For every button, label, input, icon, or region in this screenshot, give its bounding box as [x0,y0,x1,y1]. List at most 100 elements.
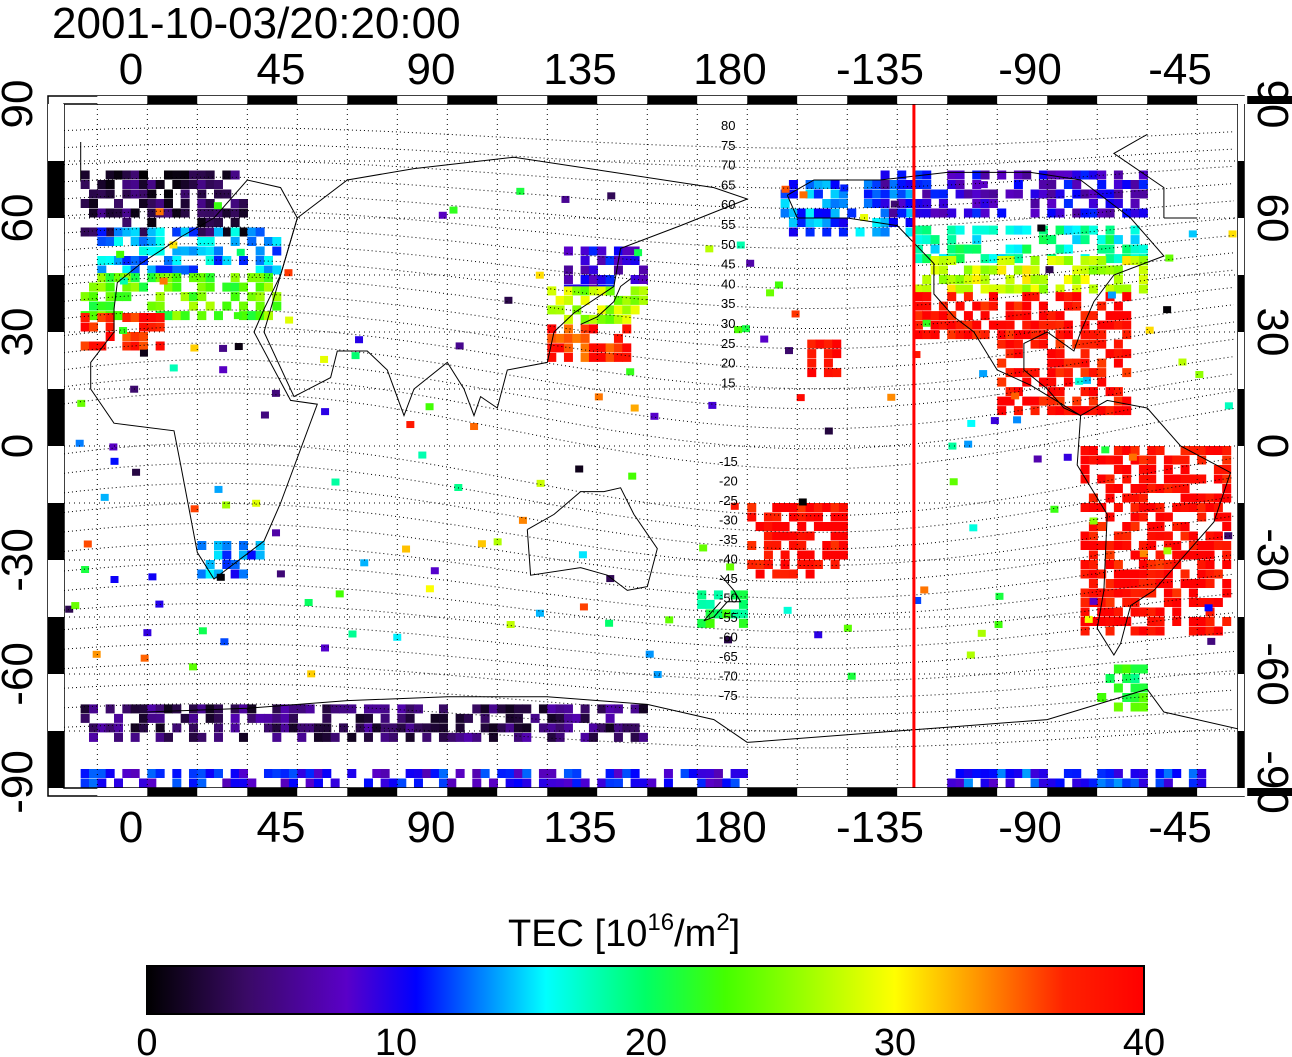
tec-cell [580,295,590,305]
tec-cell [247,237,257,246]
tec-cell [638,732,648,742]
tec-cell [1222,560,1232,569]
tec-cell [477,540,486,548]
tec-cell [575,465,584,473]
tec-cell [288,778,298,788]
frame-tick-right [1238,446,1244,503]
tec-cell [1047,778,1057,788]
tec-cell [80,769,90,778]
tec-cell [147,713,157,723]
tec-cell [1138,541,1148,550]
tec-cell [188,732,198,742]
tec-cell [288,769,298,778]
tec-cell [763,541,773,550]
tec-cell [238,778,248,788]
magnetic-lat-label: 50 [721,237,735,252]
tec-cell [922,225,932,235]
tec-cell [980,170,990,180]
tec-cell [699,544,708,552]
tec-cell [555,305,565,315]
tec-cell [605,314,615,324]
tec-cell [105,313,115,322]
tec-cell [1063,301,1073,311]
tec-cell [230,569,240,579]
frame-tick-bottom [547,788,598,796]
tec-cell [1188,617,1198,626]
frame-tick-left [48,161,64,218]
tec-cell [1107,291,1116,299]
tec-cell [922,330,932,340]
tec-cell [563,352,573,362]
tec-cell [805,189,815,199]
tec-cell [1122,244,1132,254]
tec-cell [980,778,990,788]
tec-cell [530,713,540,723]
tec-cell [1138,693,1148,702]
tec-cell [1005,387,1015,397]
tec-cell [1105,208,1115,218]
tec-cell [197,218,207,227]
tec-cell [1113,235,1123,245]
tec-cell [307,670,316,678]
tec-cell [393,633,402,641]
tec-cell [255,541,265,550]
tec-cell [155,301,165,311]
colorbar: TEC [1016/m2] 0 10 20 30 40 [136,909,1165,1057]
tec-cell [97,341,107,351]
tec-cell [955,254,965,264]
tec-cell [597,343,607,353]
tec-cell [555,723,565,733]
magnetic-lat-label: -75 [719,688,738,703]
tec-cell [1097,358,1107,368]
tec-cell [1122,598,1132,607]
colorbar-tick: 40 [1123,1022,1165,1057]
tec-cell [1113,180,1123,189]
tec-cell [663,778,673,788]
tec-cell [980,265,990,275]
tec-cell [605,704,615,714]
tec-cell [188,301,198,311]
tec-cell [938,275,948,284]
magnetic-contour-line [64,176,1235,209]
tec-cell [280,778,290,788]
tec-cell [1080,265,1090,275]
tec-cell [1097,406,1107,416]
magnetic-contour-line [64,309,1235,370]
tec-cell [780,531,790,541]
tec-cell [330,732,340,742]
tec-cell [480,704,490,714]
tec-cell [1045,266,1054,274]
tec-cell [438,713,448,723]
tec-cell [147,237,157,246]
tec-cell [922,235,932,245]
tec-cell [949,478,958,486]
tec-cell [1105,311,1115,321]
tec-cell [222,778,232,788]
tec-cell [988,778,998,788]
tec-cell [880,189,890,199]
tec-cell [305,704,315,714]
tec-cell [922,199,932,208]
tec-cell [105,208,115,218]
tec-cell [1205,626,1215,636]
tec-cell [788,218,798,227]
tec-cell [838,550,848,560]
tec-cell [238,311,248,321]
tec-cell [1113,254,1123,264]
tec-cell [1105,320,1115,330]
tec-cell [88,732,98,742]
tec-cell [880,180,890,189]
tec-cell [797,560,807,569]
tec-cell [638,265,648,275]
tec-cell [1080,225,1090,235]
tec-cell [1113,588,1123,598]
colorbar-gradient [146,965,1145,1015]
tec-cell [972,199,982,208]
tec-cell [205,256,215,265]
top-lon-label: -90 [998,45,1062,94]
tec-cell [122,208,132,218]
tec-cell [580,778,590,788]
tec-cell [1047,406,1057,416]
tec-cell [1088,311,1098,321]
tec-cell [230,769,240,778]
